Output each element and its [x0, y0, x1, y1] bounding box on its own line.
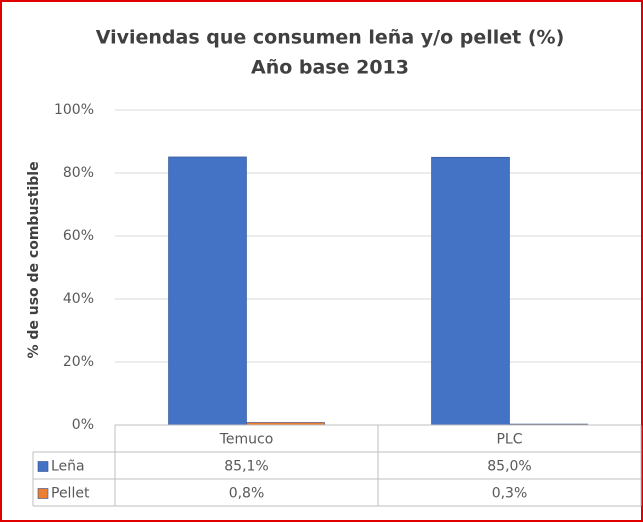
y-tick-label: 20% [63, 354, 94, 370]
table-value: 85,0% [487, 459, 531, 475]
y-tick-label: 60% [63, 228, 94, 244]
y-axis-title: % de uso de combustible [26, 161, 42, 358]
y-tick-label: 40% [63, 291, 94, 307]
y-tick-label: 100% [54, 102, 94, 118]
table-value: 85,1% [224, 459, 268, 475]
x-tick-label: Temuco [219, 432, 274, 448]
legend-label: Leña [51, 459, 85, 475]
y-tick-label: 0% [72, 417, 94, 433]
legend-key [37, 488, 49, 499]
chart-subtitle: Año base 2013 [251, 57, 409, 79]
bar [431, 156, 510, 426]
table-value: 0,3% [492, 486, 528, 502]
x-tick-label: PLC [496, 432, 522, 448]
table-value: 0,8% [229, 486, 265, 502]
y-tick-label: 80% [63, 165, 94, 181]
legend-key [37, 461, 49, 472]
bar [168, 156, 247, 426]
chart-title: Viviendas que consumen leña y/o pellet (… [96, 27, 565, 49]
legend-label: Pellet [51, 486, 90, 502]
